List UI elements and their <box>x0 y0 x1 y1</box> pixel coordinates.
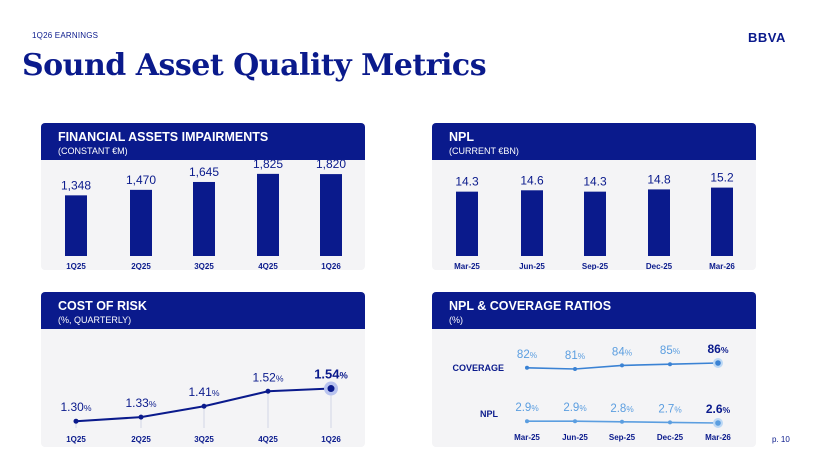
impairments-title: FINANCIAL ASSETS IMPAIRMENTS <box>58 130 269 144</box>
page-number: p. 10 <box>772 435 790 444</box>
point-value-label: 1.41% <box>188 385 219 399</box>
x-tick-label: 4Q25 <box>258 262 278 270</box>
data-point <box>201 403 207 409</box>
npl-data-point <box>668 420 672 425</box>
bar-Dec-25 <box>648 189 670 256</box>
cost-of-risk-subtitle: (%, QUARTERLY) <box>58 315 132 325</box>
x-tick-label: Jun-25 <box>562 433 588 442</box>
x-tick-label: 3Q25 <box>194 262 214 270</box>
npl-series-label: NPL <box>480 409 499 419</box>
bar-value-label: 15.2 <box>710 171 734 185</box>
coverage-series-label: COVERAGE <box>452 363 504 373</box>
ratios-chart: 82% 81% 84% 85% 86% 2.9% 2.9% 2.8% 2.7% 2.6% COVER… <box>452 342 731 442</box>
npl-value-label: 2.7% <box>658 403 682 415</box>
x-tick-label: 1Q26 <box>321 262 341 270</box>
bar-Mar-26 <box>711 187 733 256</box>
bar-value-label: 1,470 <box>126 173 156 187</box>
data-point <box>138 414 144 420</box>
coverage-value-label: 82% <box>517 349 538 361</box>
coverage-data-point <box>668 362 672 367</box>
ratios-title: NPL & COVERAGE RATIOS <box>449 299 612 313</box>
x-tick-label: Mar-25 <box>454 262 480 270</box>
x-tick-label: 1Q25 <box>66 435 86 444</box>
bar-4Q25 <box>257 173 279 256</box>
npl-value-label: 2.6% <box>706 402 731 416</box>
npl-chart: 14.3 Mar-25 14.6 Jun-25 14.3 Sep-25 14.8 Dec-25… <box>454 171 735 270</box>
cost-of-risk-title: COST OF RISK <box>58 299 147 313</box>
x-tick-label: 1Q25 <box>66 262 86 270</box>
npl-data-point <box>620 419 624 424</box>
x-tick-label: 2Q25 <box>131 435 151 444</box>
x-tick-label: Sep-25 <box>582 262 609 270</box>
npl-title: NPL <box>449 130 474 144</box>
x-tick-label: Dec-25 <box>657 433 684 442</box>
cost-of-risk-header: COST OF RISK (%, QUARTERLY) <box>41 292 365 329</box>
ratios-panel: NPL & COVERAGE RATIOS (%) 82% 81% 84% 85% 86… <box>432 292 756 447</box>
bar-value-label: 14.3 <box>455 175 479 189</box>
x-tick-label: 1Q26 <box>321 435 341 444</box>
ratios-subtitle: (%) <box>449 315 463 325</box>
x-tick-label: 2Q25 <box>131 262 151 270</box>
x-tick-label: Sep-25 <box>609 433 636 442</box>
x-tick-label: Jun-25 <box>519 262 545 270</box>
point-value-label: 1.54% <box>314 367 348 382</box>
bar-Sep-25 <box>584 191 606 256</box>
bar-Mar-25 <box>456 191 478 256</box>
x-tick-label: Mar-26 <box>709 262 735 270</box>
coverage-data-point <box>620 363 624 368</box>
data-point <box>265 388 271 394</box>
coverage-data-point <box>525 365 529 370</box>
bbva-logo: BBVA <box>748 30 786 45</box>
ratios-header: NPL & COVERAGE RATIOS (%) <box>432 292 756 329</box>
bar-Jun-25 <box>521 190 543 256</box>
coverage-value-label: 81% <box>565 350 586 362</box>
coverage-value-label: 84% <box>612 346 633 358</box>
npl-value-label: 2.9% <box>563 402 587 414</box>
cost-of-risk-chart: 1.30% 1Q25 1.33% 2Q25 1.41% 3Q25 1.52% 4Q25 1.54… <box>60 367 348 444</box>
bar-2Q25 <box>130 189 152 256</box>
bar-3Q25 <box>193 181 215 256</box>
bar-1Q25 <box>65 195 87 256</box>
npl-data-point <box>525 419 529 424</box>
cost-of-risk-panel: COST OF RISK (%, QUARTERLY) 1.30% 1Q25 1.3… <box>41 292 365 447</box>
bar-value-label: 1,645 <box>189 165 219 179</box>
point-value-label: 1.52% <box>252 370 283 384</box>
impairments-subtitle: (CONSTANT €M) <box>58 146 128 156</box>
x-tick-label: Dec-25 <box>646 262 673 270</box>
x-tick-label: Mar-26 <box>705 433 731 442</box>
coverage-value-label: 85% <box>660 345 681 357</box>
npl-data-point <box>715 420 721 426</box>
data-point <box>73 418 79 424</box>
impairments-panel: FINANCIAL ASSETS IMPAIRMENTS (CONSTANT €… <box>41 123 365 270</box>
npl-value-label: 2.9% <box>515 402 539 414</box>
npl-header: NPL (CURRENT €BN) <box>432 123 756 160</box>
x-tick-label: 3Q25 <box>194 435 214 444</box>
data-point <box>327 385 335 393</box>
earnings-kicker: 1Q26 EARNINGS <box>32 31 99 40</box>
npl-subtitle: (CURRENT €BN) <box>449 146 519 156</box>
bar-value-label: 14.8 <box>647 172 671 186</box>
coverage-data-point <box>573 367 577 371</box>
bar-value-label: 14.6 <box>520 173 544 187</box>
bar-1Q26 <box>320 174 342 256</box>
bar-value-label: 14.3 <box>583 175 607 189</box>
coverage-data-point <box>715 360 721 366</box>
point-value-label: 1.33% <box>125 396 156 410</box>
point-value-label: 1.30% <box>60 400 91 414</box>
page-title: Sound Asset Quality Metrics <box>22 48 487 83</box>
bar-value-label: 1,825 <box>253 160 283 171</box>
npl-panel: NPL (CURRENT €BN) 14.3 Mar-25 14.6 Jun-25 14… <box>432 123 756 270</box>
x-tick-label: 4Q25 <box>258 435 278 444</box>
x-tick-label: Mar-25 <box>514 433 540 442</box>
coverage-value-label: 86% <box>707 342 728 356</box>
bar-value-label: 1,820 <box>316 160 346 171</box>
npl-value-label: 2.8% <box>610 403 634 415</box>
impairments-chart: 1,348 1Q25 1,470 2Q25 1,645 3Q25 1,825 4Q25 1,82… <box>61 160 346 270</box>
bar-value-label: 1,348 <box>61 178 91 192</box>
impairments-header: FINANCIAL ASSETS IMPAIRMENTS (CONSTANT €… <box>41 123 365 160</box>
npl-data-point <box>573 419 577 424</box>
